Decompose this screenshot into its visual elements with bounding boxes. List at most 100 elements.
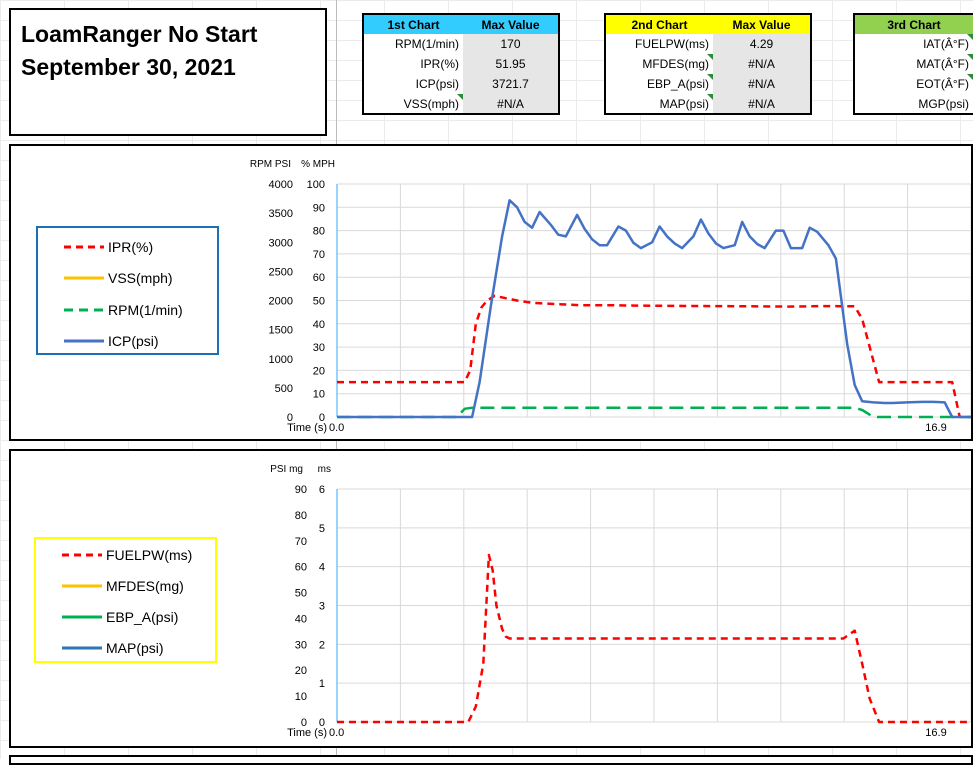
- legend-swatch: [64, 308, 104, 312]
- legend-label: MFDES(mg): [106, 578, 184, 594]
- legend-label: MAP(psi): [106, 640, 164, 656]
- legend-swatch: [64, 276, 104, 280]
- table1-row-label: ICP(psi): [415, 77, 459, 91]
- y-tick-label: 50: [313, 296, 325, 308]
- axis-unit-label: % MPH: [301, 159, 335, 170]
- y-tick-label: 20: [295, 665, 307, 677]
- y-tick-label: 80: [295, 510, 307, 522]
- y-tick-label: 1000: [269, 354, 293, 366]
- chart1-plot: 4000350030002500200015001000500010090807…: [250, 159, 971, 434]
- table3-row-label: EOT(Â°F): [854, 74, 973, 94]
- y-tick-label: 0: [319, 717, 325, 729]
- y-tick-label: 1: [319, 678, 325, 690]
- max-value-table-3: 3rd Chart IAT(Â°F) MAT(Â°F) EOT(Â°F) MGP…: [853, 13, 973, 115]
- table2-row-label: MFDES(mg): [605, 54, 713, 74]
- legend-label: RPM(1/min): [108, 302, 183, 318]
- y-tick-label: 0: [301, 717, 307, 729]
- legend-item: RPM(1/min): [62, 300, 183, 320]
- y-tick-label: 100: [307, 179, 325, 191]
- vehicle-title: LoamRanger No Start: [21, 21, 258, 47]
- y-tick-label: 90: [313, 202, 325, 214]
- chart1-legend: IPR(%) VSS(mph) RPM(1/min) ICP(psi): [36, 226, 219, 355]
- y-tick-label: 3: [319, 601, 325, 613]
- y-tick-label: 40: [295, 613, 307, 625]
- x-tick-label: 16.9: [925, 727, 946, 739]
- legend-item: FUELPW(ms): [60, 545, 192, 565]
- legend-label: IPR(%): [108, 239, 154, 255]
- report-date: September 30, 2021: [21, 54, 236, 80]
- legend-item: ICP(psi): [62, 331, 159, 351]
- table2-row-value: #N/A: [713, 94, 811, 114]
- y-tick-label: 50: [295, 588, 307, 600]
- legend-swatch: [62, 584, 102, 588]
- series-line: [337, 294, 971, 419]
- table1-header-chart: 1st Chart: [363, 14, 463, 34]
- y-tick-label: 30: [295, 639, 307, 651]
- y-tick-label: 4: [319, 562, 325, 574]
- table2-header-max: Max Value: [713, 14, 811, 34]
- x-axis-label: Time (s): [287, 422, 327, 434]
- table2-row-label: FUELPW(ms): [635, 37, 709, 51]
- series-line: [337, 406, 971, 419]
- legend-item: IPR(%): [62, 237, 153, 257]
- y-tick-label: 500: [275, 383, 293, 395]
- table2-row-value: #N/A: [713, 54, 811, 74]
- legend-swatch: [62, 615, 102, 619]
- y-tick-label: 5: [319, 523, 325, 535]
- axis-unit-label: RPM PSI: [250, 159, 291, 170]
- y-tick-label: 3500: [269, 208, 293, 220]
- table3-row-label: MGP(psi): [918, 96, 969, 111]
- y-tick-label: 80: [313, 226, 325, 238]
- y-tick-label: 90: [295, 484, 307, 496]
- table2-row-label: EBP_A(psi): [605, 74, 713, 94]
- table2-row-value: #N/A: [713, 74, 811, 94]
- y-tick-label: 40: [313, 319, 325, 331]
- chart-panel-2: FUELPW(ms) MFDES(mg) EBP_A(psi) MAP(psi)…: [9, 449, 973, 748]
- max-value-table-1: 1st Chart Max Value RPM(1/min) 170 IPR(%)…: [362, 13, 560, 115]
- table1-row-label: RPM(1/min): [394, 37, 459, 51]
- y-tick-label: 3000: [269, 237, 293, 249]
- legend-item: MAP(psi): [60, 638, 164, 658]
- series-line: [337, 553, 971, 724]
- table1-row-value: 3721.7: [463, 74, 559, 94]
- legend-swatch: [62, 646, 102, 650]
- y-tick-label: 0: [287, 412, 293, 424]
- x-axis-label: Time (s): [287, 727, 327, 739]
- legend-item: VSS(mph): [62, 268, 173, 288]
- y-tick-label: 10: [295, 691, 307, 703]
- table1-row-label: VSS(mph): [363, 94, 463, 114]
- y-tick-label: 70: [313, 249, 325, 261]
- table3-header-chart: 3rd Chart: [854, 14, 973, 34]
- legend-label: EBP_A(psi): [106, 609, 179, 625]
- legend-label: VSS(mph): [108, 270, 173, 286]
- legend-swatch: [64, 339, 104, 343]
- y-tick-label: 60: [295, 562, 307, 574]
- y-tick-label: 2000: [269, 296, 293, 308]
- y-tick-label: 6: [319, 484, 325, 496]
- table1-row-value: #N/A: [463, 94, 559, 114]
- table3-row-label: MAT(Â°F): [854, 54, 973, 74]
- x-tick-label: 0.0: [329, 727, 344, 739]
- series-line: [337, 199, 971, 419]
- legend-item: EBP_A(psi): [60, 607, 178, 627]
- y-tick-label: 4000: [269, 179, 293, 191]
- chart-panel-3-edge: [9, 755, 973, 765]
- chart-panel-1: IPR(%) VSS(mph) RPM(1/min) ICP(psi) 4000…: [9, 144, 973, 441]
- chart2-legend: FUELPW(ms) MFDES(mg) EBP_A(psi) MAP(psi): [34, 537, 217, 663]
- axis-unit-label: PSI mg: [270, 464, 303, 475]
- y-tick-label: 2500: [269, 266, 293, 278]
- y-tick-label: 1500: [269, 325, 293, 337]
- legend-item: MFDES(mg): [60, 576, 184, 596]
- y-tick-label: 10: [313, 389, 325, 401]
- y-tick-label: 0: [319, 412, 325, 424]
- y-tick-label: 70: [295, 536, 307, 548]
- y-tick-label: 60: [313, 272, 325, 284]
- axis-unit-label: ms: [318, 464, 331, 475]
- table3-row-label: IAT(Â°F): [854, 34, 973, 54]
- table1-row-value: 170: [463, 34, 559, 54]
- table2-header-chart: 2nd Chart: [605, 14, 713, 34]
- x-tick-label: 0.0: [329, 422, 344, 434]
- legend-swatch: [64, 245, 104, 249]
- table2-row-label: MAP(psi): [605, 94, 713, 114]
